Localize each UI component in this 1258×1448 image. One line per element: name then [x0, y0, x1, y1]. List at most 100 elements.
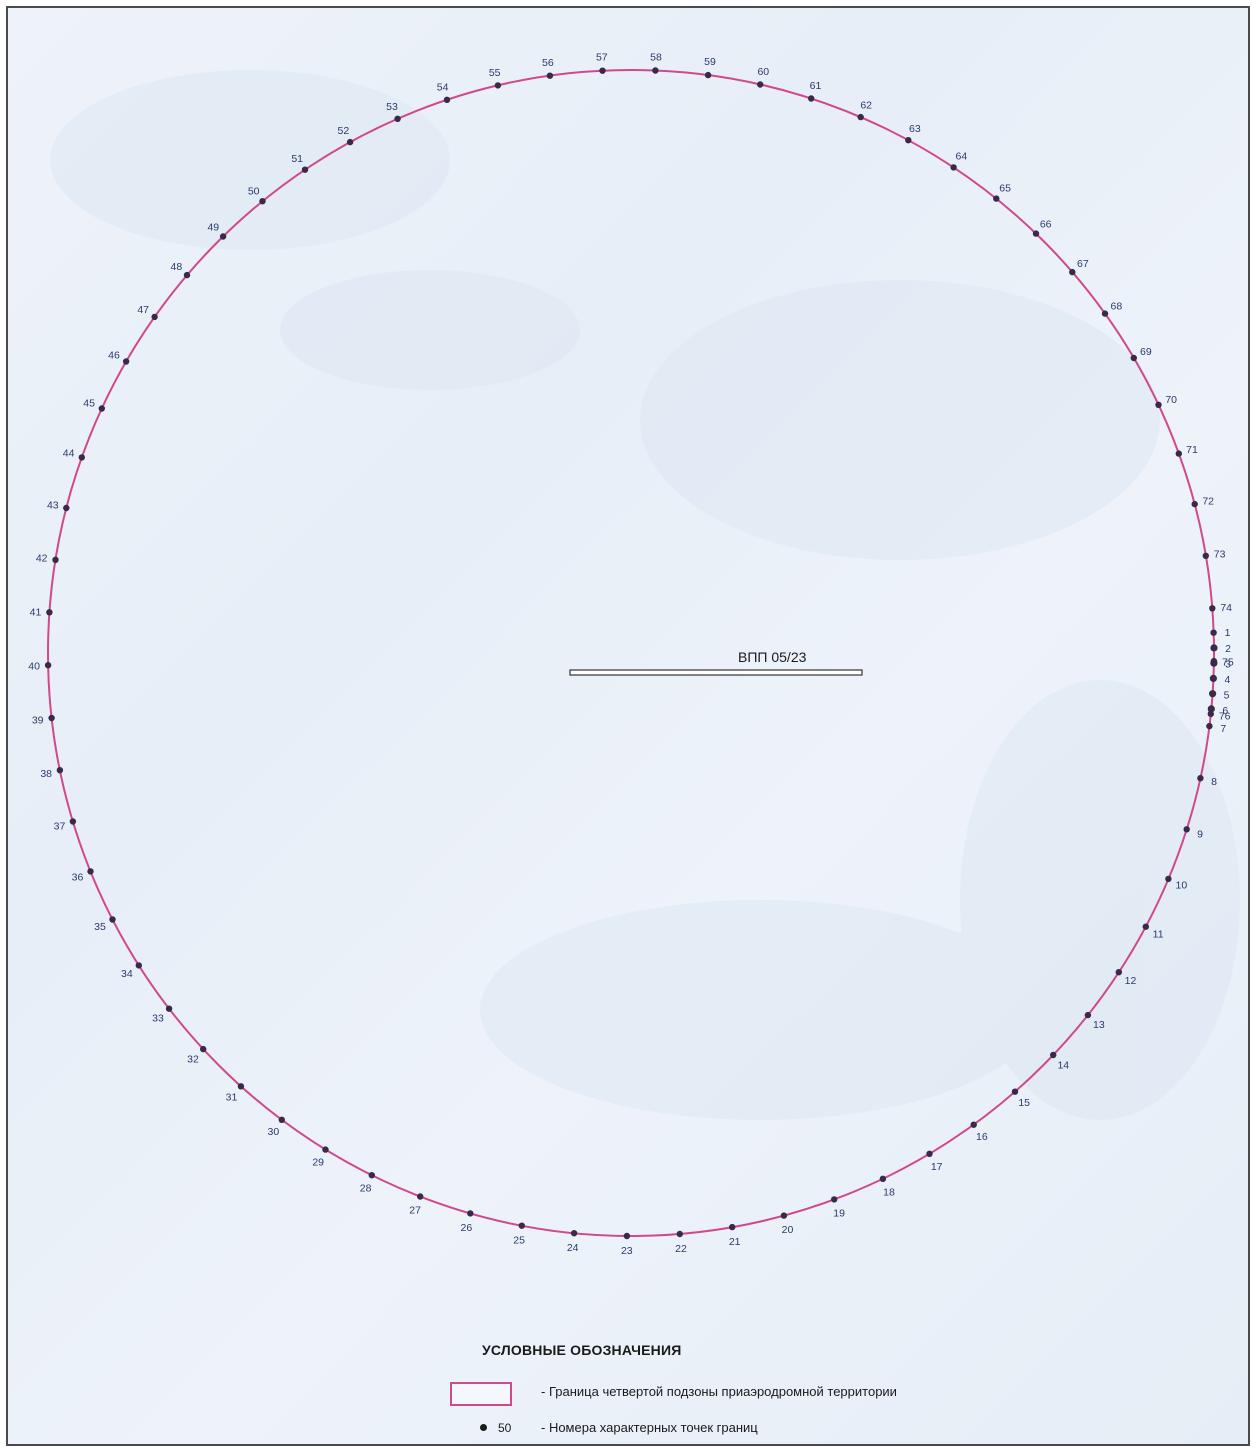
boundary-point — [1210, 657, 1218, 665]
boundary-point — [417, 1193, 424, 1200]
boundary-point-number: 20 — [782, 1224, 794, 1236]
terrain-shading — [50, 70, 1240, 1120]
boundary-point — [78, 454, 86, 461]
boundary-point — [808, 95, 815, 102]
boundary-point-number: 35 — [94, 921, 106, 933]
boundary-point — [1202, 552, 1210, 559]
boundary-point-number: 31 — [226, 1092, 238, 1104]
boundary-point-number: 42 — [36, 553, 48, 565]
boundary-point — [1142, 923, 1150, 930]
boundary-point — [394, 115, 401, 123]
boundary-point-number: 70 — [1165, 394, 1177, 406]
boundary-point-number: 56 — [542, 57, 554, 69]
boundary-point — [970, 1121, 977, 1128]
boundary-point-number: 28 — [360, 1183, 372, 1195]
boundary-point-number: 10 — [1176, 879, 1188, 891]
boundary-point-number: 18 — [883, 1186, 895, 1198]
boundary-point-number: 47 — [137, 304, 149, 316]
boundary-point — [652, 67, 659, 74]
boundary-point — [926, 1150, 933, 1158]
boundary-point-number: 40 — [28, 661, 40, 673]
boundary-point-number: 24 — [567, 1242, 579, 1254]
boundary-point — [368, 1172, 375, 1179]
boundary-point — [857, 113, 864, 121]
boundary-point — [1032, 230, 1040, 237]
boundary-point-number: 25 — [513, 1234, 525, 1246]
boundary-point-number: 29 — [312, 1157, 324, 1169]
boundary-point — [1197, 775, 1204, 782]
boundary-point — [757, 81, 764, 88]
boundary-point-number: 44 — [63, 448, 75, 460]
boundary-point-number: 76 — [1219, 710, 1231, 722]
boundary-point — [1175, 450, 1183, 457]
boundary-point-number: 34 — [121, 968, 133, 980]
boundary-point — [623, 1232, 631, 1240]
boundary-point — [1084, 1011, 1092, 1019]
boundary-labels-layer: 1234567891011121314151617181920212223242… — [28, 52, 1234, 1258]
boundary-point-number: 19 — [833, 1208, 845, 1220]
boundary-point-number: 8 — [1211, 776, 1217, 788]
boundary-point-number: 16 — [976, 1131, 988, 1143]
boundary-point — [44, 662, 52, 669]
boundary-point — [443, 96, 451, 104]
boundary-point-number: 37 — [54, 821, 66, 833]
boundary-point — [135, 962, 142, 969]
boundary-point-number: 32 — [187, 1054, 199, 1066]
boundary-point — [1210, 629, 1217, 636]
boundary-point-number: 74 — [1220, 602, 1232, 614]
boundary-point — [950, 164, 957, 171]
boundary-point-number: 55 — [489, 67, 501, 79]
boundary-point-number: 9 — [1197, 829, 1203, 841]
boundary-point-number: 14 — [1057, 1060, 1069, 1072]
boundary-point-number: 6 — [1222, 705, 1228, 717]
boundary-point — [1210, 644, 1218, 652]
boundary-point-number: 41 — [30, 606, 42, 618]
boundary-point — [278, 1116, 285, 1124]
boundary-point-number: 75 — [1222, 656, 1234, 668]
boundary-point-number: 23 — [621, 1245, 633, 1257]
boundary-point-number: 22 — [675, 1243, 687, 1255]
boundary-point — [704, 71, 712, 79]
boundary-point-number: 43 — [47, 500, 59, 512]
boundary-point — [63, 504, 70, 512]
boundary-point — [200, 1045, 207, 1053]
boundary-point — [183, 271, 191, 279]
boundary-point — [1206, 722, 1213, 730]
boundary-point-number: 69 — [1140, 346, 1152, 358]
boundary-point-number: 26 — [461, 1222, 473, 1234]
boundary-point — [98, 405, 106, 412]
boundary-point — [219, 233, 227, 240]
boundary-point — [599, 67, 606, 74]
boundary-point — [1209, 674, 1217, 683]
runway-label: ВПП 05/23 — [738, 649, 807, 665]
boundary-point — [52, 556, 59, 563]
boundary-point-number: 59 — [704, 56, 716, 68]
boundary-point — [151, 313, 158, 321]
boundary-point-number: 71 — [1186, 444, 1198, 456]
boundary-point-number: 21 — [729, 1236, 741, 1248]
boundary-point — [109, 916, 116, 923]
boundary-point — [879, 1175, 887, 1183]
boundary-point-number: 66 — [1040, 219, 1052, 231]
boundary-point-number: 72 — [1202, 496, 1214, 508]
boundary-point-number: 68 — [1111, 301, 1123, 313]
boundary-point — [46, 609, 53, 616]
boundary-point-number: 11 — [1153, 928, 1164, 940]
boundary-point-number: 12 — [1125, 975, 1137, 987]
boundary-point — [831, 1196, 838, 1203]
boundary-point-number: 2 — [1225, 643, 1231, 655]
boundary-point-number: 48 — [171, 261, 183, 273]
boundary-point — [1191, 500, 1198, 508]
boundary-point-number: 64 — [956, 151, 968, 163]
boundary-point — [237, 1083, 245, 1090]
boundary-point-number: 4 — [1224, 674, 1230, 686]
legend-title: УСЛОВНЫЕ ОБОЗНАЧЕНИЯ — [482, 1342, 682, 1358]
boundary-point-number: 38 — [40, 768, 52, 780]
boundary-point — [1207, 705, 1215, 713]
legend-boundary-label: - Граница четвертой подзоны приаэродромн… — [541, 1384, 897, 1399]
boundary-point-number: 51 — [291, 153, 303, 165]
boundary-point — [494, 82, 502, 89]
boundary-point-number: 30 — [268, 1126, 280, 1138]
boundary-point-number: 33 — [152, 1012, 164, 1024]
